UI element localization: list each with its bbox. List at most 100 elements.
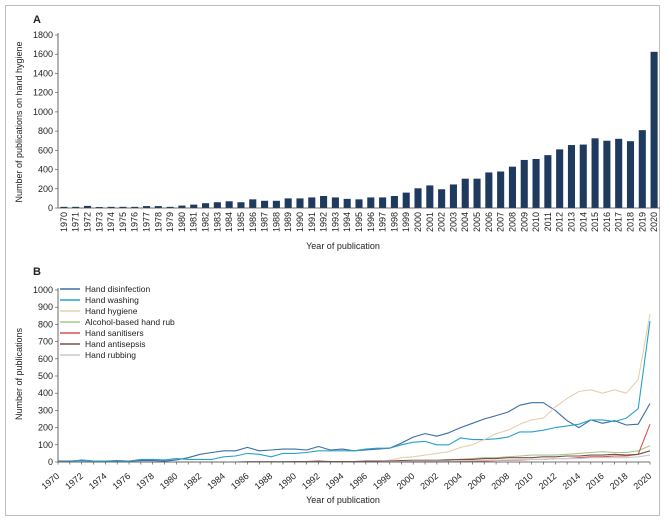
- panel-a-x-tick-label: 1984: [224, 212, 234, 232]
- panel-a-bar-1971: [72, 206, 80, 208]
- panel-a-bar-1988: [272, 200, 280, 208]
- panel-b-y-tick-label: 200: [38, 423, 53, 433]
- panel-a-y-tick-label: 1800: [33, 30, 53, 40]
- legend-label-2: Hand hygiene: [85, 306, 138, 316]
- panel-a-x-tick-label: 1985: [236, 212, 246, 232]
- panel-a-x-tick-label: 1975: [118, 212, 128, 232]
- panel-b-x-tick-label: 2012: [537, 471, 559, 492]
- legend-label-6: Hand rubbing: [85, 350, 136, 360]
- panel-a-x-tick-label: 1974: [106, 212, 116, 232]
- panel-a-bar-2008: [508, 166, 516, 208]
- panel-a-x-tick-label: 1998: [389, 212, 399, 232]
- panel-a-bar-1973: [95, 207, 103, 208]
- panel-b-x-tick-label: 2014: [560, 471, 582, 492]
- legend-label-4: Hand sanitisers: [85, 328, 144, 338]
- panel-a-x-tick-label: 2004: [460, 212, 470, 232]
- panel-a-x-tick-label: 2020: [649, 212, 659, 232]
- panel-b-x-tick-label: 2008: [489, 471, 511, 492]
- panel-a-x-tick-label: 2001: [425, 212, 435, 232]
- panel-a-bar-2019: [638, 130, 646, 208]
- panel-a-x-tick-label: 1996: [366, 212, 376, 232]
- panel-a-bar-2012: [556, 149, 564, 208]
- panel-a-x-tick-label: 2019: [637, 212, 647, 232]
- panel-a-x-tick-label: 1972: [83, 212, 93, 232]
- panel-a-x-tick-label: 1986: [248, 212, 258, 232]
- panel-b-x-tick-label: 1990: [276, 471, 298, 492]
- panel-a-bar-2018: [626, 141, 635, 208]
- panel-a-x-tick-label: 1989: [283, 212, 293, 232]
- panel-a-x-tick-label: 1983: [212, 212, 222, 232]
- panel-a-y-tick-label: 400: [38, 165, 53, 175]
- panel-a-bar-2010: [532, 158, 540, 208]
- panel-a-x-tick-label: 1999: [401, 212, 411, 232]
- panel-a-y-tick-label: 800: [38, 126, 53, 136]
- panel-a-bar-2005: [473, 178, 481, 208]
- panel-a-bar-1974: [107, 206, 115, 208]
- panel-a-y-tick-label: 600: [38, 145, 53, 155]
- panel-a-bar-1978: [154, 206, 162, 208]
- panel-a-bar-1997: [379, 197, 387, 208]
- panel-a-bar-2002: [438, 189, 446, 208]
- panel-b-x-tick-label: 1984: [205, 471, 227, 492]
- panel-b-x-tick-label: 1996: [347, 471, 369, 492]
- panel-b-x-tick-label: 1972: [63, 471, 85, 492]
- panel-a-bar-1985: [237, 202, 245, 208]
- panel-a-bar-2004: [461, 178, 469, 208]
- panel-b-x-tick-label: 1976: [111, 471, 133, 492]
- panel-a-bar-1999: [402, 192, 410, 208]
- panel-a-y-tick-label: 1400: [33, 68, 53, 78]
- panel-a-bar-2011: [544, 155, 552, 208]
- panel-a-x-tick-label: 1995: [354, 212, 364, 232]
- panel-b-x-tick-label: 1974: [87, 471, 109, 492]
- panel-b-y-tick-label: 100: [38, 440, 53, 450]
- panel-b-y-tick-label: 0: [48, 457, 53, 467]
- panel-b-x-axis-title: Year of publication: [306, 495, 380, 505]
- panel-b-x-tick-label: 1986: [229, 471, 251, 492]
- panel-a-bar-1994: [343, 198, 351, 208]
- panel-a-x-axis: 1970 1971 1972 1973 1974 1975 1976 1977 1978 1979…: [58, 207, 660, 232]
- panel-b-lines: [57, 314, 651, 463]
- panel-b-x-tick-label: 2000: [395, 471, 417, 492]
- figure-frame: [5, 5, 660, 516]
- panel-a-bar-2000: [414, 188, 422, 208]
- panel-a-bar-1993: [331, 197, 339, 208]
- panel-a-x-tick-label: 2012: [555, 212, 565, 232]
- panel-a-bar-2016: [603, 140, 611, 208]
- legend-label-3: Alcohol-based hand rub: [85, 317, 175, 327]
- panel-a-x-tick-label: 1979: [165, 212, 175, 232]
- panel-a-bar-1981: [190, 204, 198, 208]
- panel-a-x-tick-label: 1977: [142, 212, 152, 232]
- panel-b-x-tick-label: 1970: [40, 471, 62, 492]
- panel-a-bar-1972: [83, 205, 92, 208]
- panel-a-x-tick-label: 2014: [578, 212, 588, 232]
- panel-a-y-axis-title: Number of publications on hand hygiene: [14, 41, 24, 202]
- panel-a-x-tick-label: 1991: [307, 212, 317, 232]
- panel-b-x-tick-label: 2010: [513, 471, 535, 492]
- panel-a-x-tick-label: 1987: [260, 212, 270, 232]
- panel-a-x-tick-label: 1993: [330, 212, 340, 232]
- panel-a-bar-1991: [308, 197, 316, 208]
- panel-a-x-tick-label: 1994: [342, 212, 352, 232]
- panel-a-bar-1986: [249, 199, 257, 208]
- panel-a-y-tick-label: 1000: [33, 107, 53, 117]
- panel-a-bar-1998: [390, 195, 398, 208]
- panel-b-series-line-1: [57, 320, 651, 463]
- panel-a-x-tick-label: 2018: [625, 212, 635, 232]
- panel-a-bar-1996: [367, 197, 375, 208]
- panel-a-bar-2015: [591, 138, 599, 208]
- panel-b-x-tick-label: 1992: [300, 471, 322, 492]
- panel-a-x-tick-label: 2013: [566, 212, 576, 232]
- panel-b-y-tick-label: 700: [38, 337, 53, 347]
- panel-a-label: A: [33, 14, 41, 26]
- panel-a-bar-1995: [355, 199, 363, 208]
- panel-a-y-tick-label: 1600: [33, 49, 53, 59]
- panel-b-x-tick-label: 2004: [442, 471, 464, 492]
- panel-a-bar-1975: [119, 206, 127, 208]
- panel-b-x-tick-label: 2018: [608, 471, 630, 492]
- panel-a-bar-2009: [520, 159, 528, 208]
- panel-a-y-tick-label: 1200: [33, 88, 53, 98]
- panel-a-bar-1970: [60, 206, 68, 208]
- panel-a-bar-2020: [650, 51, 658, 208]
